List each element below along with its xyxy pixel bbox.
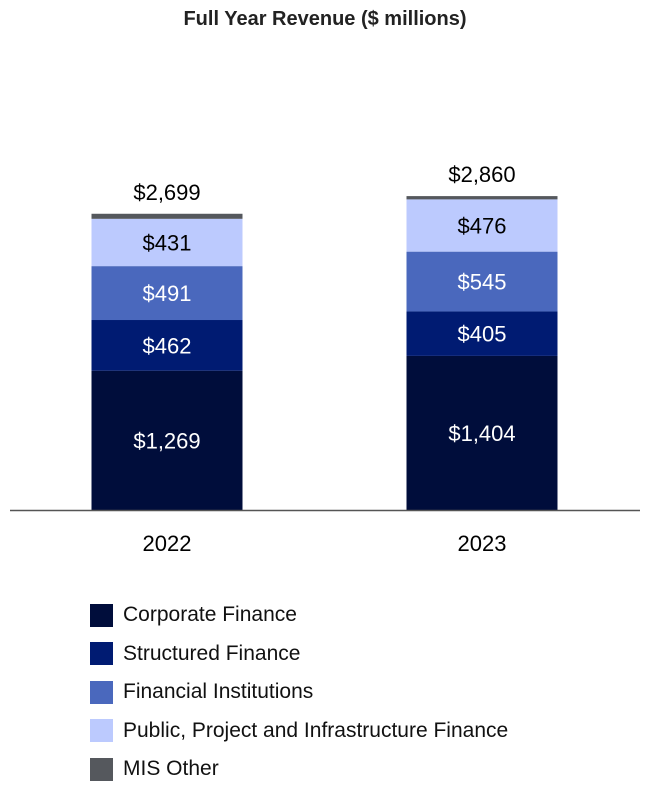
data-label: $405	[458, 322, 507, 347]
legend-item: Structured Finance	[90, 635, 508, 674]
legend-label: Public, Project and Infrastructure Finan…	[123, 718, 509, 742]
data-label: $431	[143, 230, 192, 255]
legend-item: Financial Institutions	[90, 673, 508, 712]
legend-swatch	[90, 680, 113, 704]
data-label: $491	[143, 281, 192, 306]
total-label: $2,860	[448, 162, 515, 187]
bar-segment	[406, 199, 558, 252]
legend-label: Financial Institutions	[123, 680, 314, 704]
bar-segment	[91, 266, 243, 321]
legend-swatch	[90, 642, 113, 666]
legend-swatch	[90, 603, 113, 627]
data-label: $476	[458, 214, 507, 239]
stacked-bar-chart: $1,269 $462 $491 $431 $2,699 2022 $1,404 $405 $5…	[10, 162, 640, 556]
legend-label: Structured Finance	[123, 641, 301, 665]
legend-item: Public, Project and Infrastructure Finan…	[90, 712, 508, 751]
bar-segment	[406, 355, 558, 510]
bar-segment	[91, 320, 243, 371]
legend-item: Corporate Finance	[90, 596, 508, 635]
data-label: $462	[143, 333, 192, 358]
data-label: $1,269	[133, 428, 200, 453]
bar-segment	[406, 196, 558, 200]
legend-swatch	[90, 719, 113, 743]
legend-label: Corporate Finance	[123, 603, 297, 627]
bar-segment	[91, 218, 243, 267]
chart-title: Full Year Revenue ($ millions)	[183, 8, 467, 30]
legend-label: MIS Other	[123, 757, 219, 781]
legend-item: MIS Other	[90, 750, 508, 789]
data-label: $1,404	[448, 421, 515, 446]
total-label: $2,699	[133, 180, 200, 205]
legend-swatch	[90, 757, 113, 781]
x-tick-label: 2023	[458, 531, 507, 556]
bar-segment	[91, 370, 243, 510]
bar-segment	[91, 213, 243, 219]
bar-segment	[406, 251, 558, 312]
x-tick-label: 2022	[143, 531, 192, 556]
data-label: $545	[458, 270, 507, 295]
bar-segment	[406, 311, 558, 356]
legend: Corporate Finance Structured Finance Finan…	[90, 596, 508, 789]
